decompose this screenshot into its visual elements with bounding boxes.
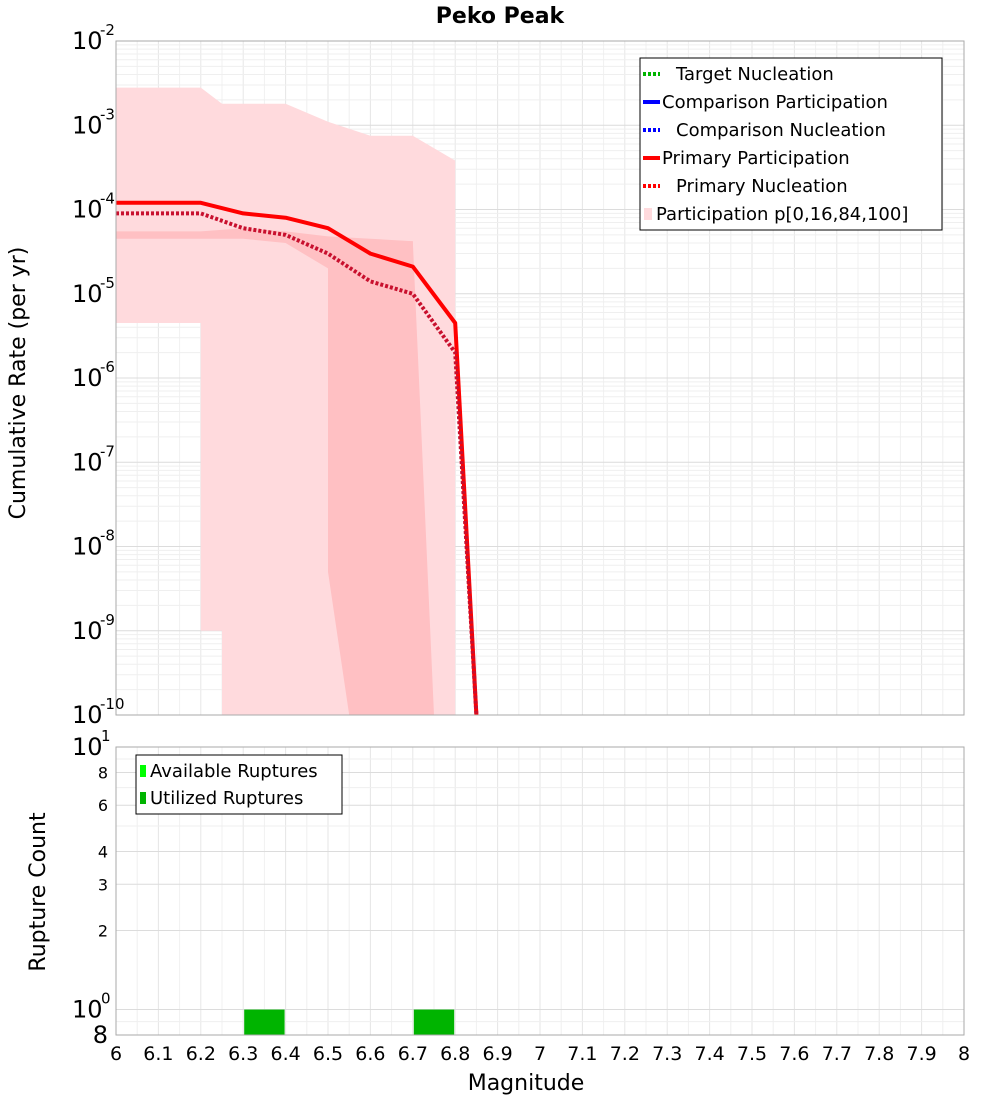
legend-label: Participation p[0,16,84,100] (656, 204, 908, 225)
magnitude-x-tick-label: 6.7 (398, 1043, 428, 1065)
rate-y-tick-label: 10 (72, 701, 103, 729)
band-p16-p84-tail (328, 238, 434, 715)
count-legend-swatch (140, 765, 146, 777)
rate-y-tick-label: 10 (72, 533, 103, 561)
magnitude-x-tick-label: 8 (958, 1043, 970, 1065)
legend-label: Primary Participation (662, 148, 850, 169)
rate-y-tick-exponent: -8 (100, 527, 115, 545)
count-y-tick-label: 8 (98, 763, 108, 782)
magnitude-x-tick-label: 6.2 (186, 1043, 216, 1065)
magnitude-x-tick-label: 7.7 (822, 1043, 852, 1065)
magnitude-x-tick-label: 7.6 (779, 1043, 809, 1065)
count-y-tick-label: 2 (98, 922, 108, 941)
magnitude-x-tick-label: 6.5 (313, 1043, 343, 1065)
rate-y-tick-label: 10 (72, 448, 103, 476)
utilized-ruptures-bar (244, 1009, 285, 1035)
rate-y-tick-exponent: -10 (100, 695, 125, 713)
legend-swatch-band (644, 208, 652, 220)
rupture-bars (244, 1009, 455, 1035)
magnitude-x-tick-label: 7.2 (610, 1043, 640, 1065)
magnitude-x-tick-label: 7.1 (567, 1043, 597, 1065)
count-y-tick-exponent: 0 (101, 990, 111, 1008)
magnitude-x-tick-label: 7 (534, 1043, 546, 1065)
rate-panel-frame (115, 40, 965, 716)
rate-y-tick-exponent: -5 (100, 274, 115, 292)
count-legend-label: Available Ruptures (150, 761, 318, 782)
count-y-axis-label: Rupture Count (26, 812, 51, 972)
count-legend-label: Utilized Ruptures (150, 788, 303, 809)
rate-y-tick-label: 10 (72, 27, 103, 55)
count-panel-frame (115, 746, 965, 1036)
participation-bands (116, 87, 456, 716)
count-y-tick-label: 6 (98, 796, 108, 815)
count-legend-box (135, 754, 343, 815)
legend-label: Comparison Nucleation (676, 120, 886, 141)
rate-y-tick-exponent: -9 (100, 611, 115, 629)
magnitude-x-tick-label: 7.8 (864, 1043, 894, 1065)
rate-y-tick-exponent: -7 (100, 442, 115, 460)
magnitude-x-tick-label: 6.4 (270, 1043, 300, 1065)
magnitude-x-tick-label: 6 (110, 1043, 122, 1065)
chart-title: Peko Peak (436, 4, 566, 29)
rate-y-tick-exponent: -6 (100, 358, 115, 376)
legend-label: Primary Nucleation (676, 176, 848, 197)
rate-y-tick-label: 10 (72, 364, 103, 392)
legend-label: Target Nucleation (675, 64, 834, 85)
count-y-tick-label: 8 (93, 1021, 108, 1049)
magnitude-x-tick-label: 6.1 (143, 1043, 173, 1065)
rate-legend-box (639, 57, 943, 231)
legend-label: Comparison Participation (662, 92, 888, 113)
rate-legend: Target Nucleation Comparison Participatio… (639, 57, 943, 231)
utilized-ruptures-bar (413, 1009, 455, 1035)
rate-y-axis-label: Cumulative Rate (per yr) (6, 247, 31, 520)
count-y-tick-label: 10 (72, 996, 103, 1024)
rate-y-tick-exponent: -4 (100, 190, 115, 208)
magnitude-x-tick-label: 7.9 (906, 1043, 936, 1065)
rate-y-tick-label: 10 (72, 280, 103, 308)
primary-nucleation-line (116, 211, 479, 716)
magnitude-x-tick-label: 7.3 (652, 1043, 682, 1065)
magnitude-x-tick-label: 6.9 (482, 1043, 512, 1065)
rate-y-tick-label: 10 (72, 196, 103, 224)
magnitude-x-tick-labels: 6 6.1 6.2 6.3 6.4 6.5 6.6 6.7 6.8 6.9 7 7.1 7.2 7.3 7.… (110, 1043, 970, 1065)
magnitude-x-tick-label: 6.8 (440, 1043, 470, 1065)
count-y-tick-label: 3 (98, 875, 108, 894)
magnitude-x-tick-label: 7.5 (737, 1043, 767, 1065)
rate-y-tick-exponent: -2 (100, 21, 115, 39)
magnitude-x-tick-label: 6.3 (228, 1043, 258, 1065)
rate-y-tick-label: 10 (72, 617, 103, 645)
rate-y-tick-exponent: -3 (100, 105, 115, 123)
count-y-tick-label: 10 (72, 733, 103, 761)
count-y-tick-label: 4 (98, 842, 108, 861)
count-legend-swatch (140, 792, 146, 804)
rate-y-tick-label: 10 (72, 111, 103, 139)
magnitude-x-tick-label: 7.4 (694, 1043, 724, 1065)
magnitude-x-axis-label: Magnitude (468, 1071, 585, 1096)
count-y-tick-exponent: 1 (101, 727, 111, 745)
magnitude-x-tick-label: 6.6 (355, 1043, 385, 1065)
count-legend: Available Ruptures Utilized Ruptures (135, 754, 343, 815)
